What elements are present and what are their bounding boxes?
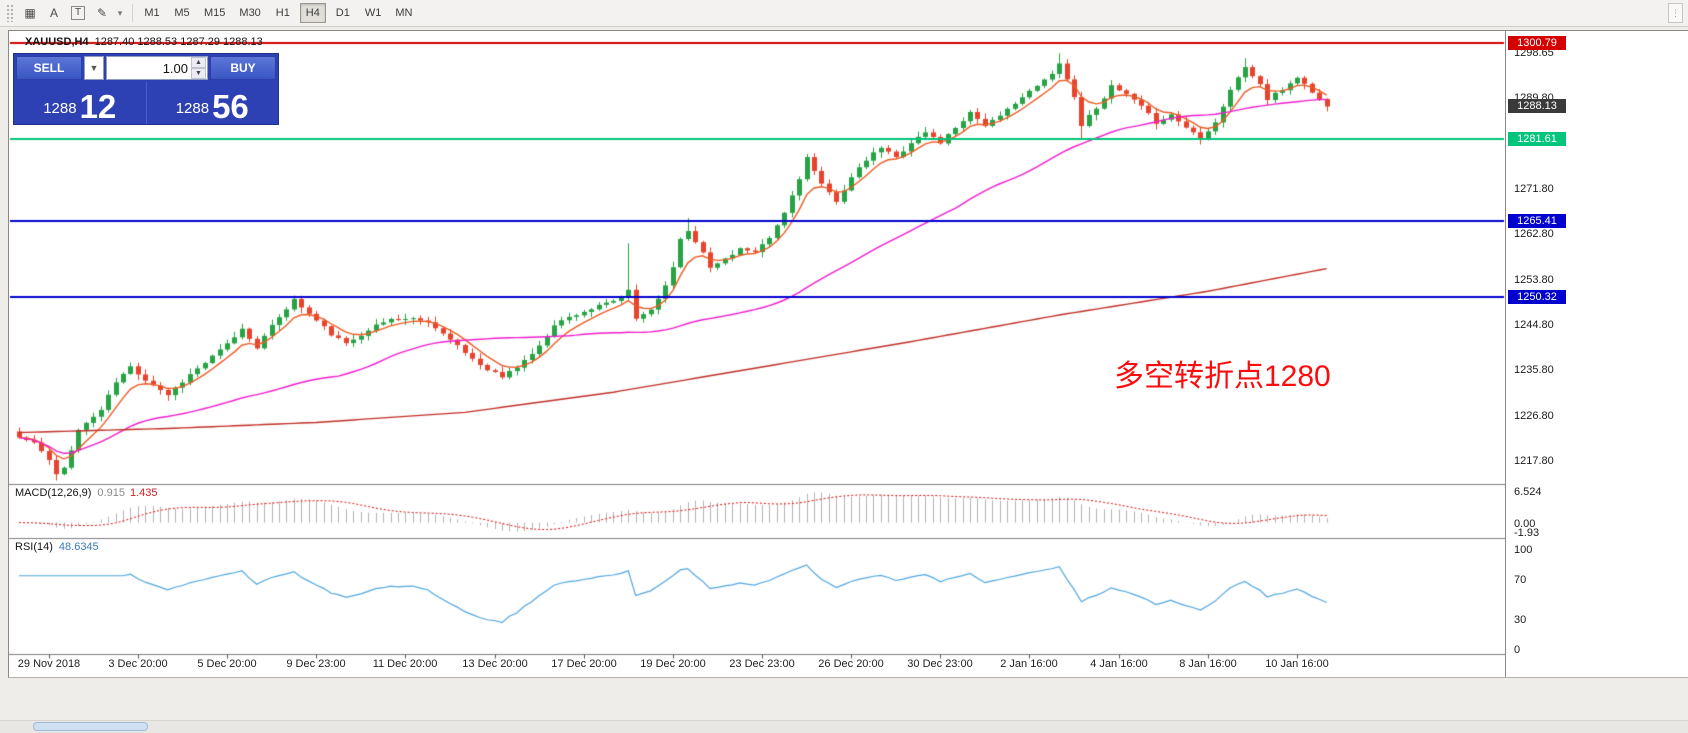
timeframe-d1-button[interactable]: D1 — [330, 3, 356, 23]
rsi-axis-label: 0 — [1514, 644, 1521, 656]
price-axis-label: 1217.80 — [1514, 455, 1554, 467]
symbol-ohlc-header: XAUUSD,H4 1287.40 1288.53 1287.29 1288.13 — [25, 36, 263, 48]
rsi-label: RSI(14) — [15, 541, 53, 553]
time-axis[interactable]: 29 Nov 2018 3 Dec 20:00 5 Dec 20:00 9 Dec 2… — [9, 658, 1505, 677]
timeframe-m1-button[interactable]: M1 — [139, 3, 165, 23]
time-axis-label: 13 Dec 20:00 — [462, 658, 528, 670]
price-level-badge: 1250.32 — [1508, 290, 1566, 304]
buy-price[interactable]: 1288 56 — [145, 82, 279, 125]
time-axis-label: 9 Dec 23:00 — [286, 658, 346, 670]
trade-panel-prices: 1288 12 1288 56 — [14, 82, 278, 124]
lot-spinner: ▲ ▼ — [191, 57, 206, 79]
price-axis-label: 1253.80 — [1514, 274, 1554, 286]
cursor-tool-icon: A — [49, 6, 58, 20]
toolbar-separator — [132, 4, 133, 22]
timeframe-bar: M1 M5 M15 M30 H1 H4 D1 W1 MN — [139, 3, 417, 23]
chart-grid-icon[interactable]: ▦ — [18, 2, 42, 24]
chevron-down-icon: ▾ — [117, 7, 123, 18]
time-axis-label: 19 Dec 20:00 — [640, 658, 706, 670]
timeframe-m5-button[interactable]: M5 — [169, 3, 195, 23]
toolbar-grip — [6, 4, 14, 22]
buy-button[interactable]: BUY — [210, 56, 276, 80]
macd-header: MACD(12,26,9) 0.915 1.435 — [15, 487, 157, 499]
timeframe-m15-button[interactable]: M15 — [199, 3, 230, 23]
sell-price[interactable]: 1288 12 — [14, 82, 146, 124]
macd-main-value: 0.915 — [97, 487, 125, 499]
time-axis-label: 8 Jan 16:00 — [1179, 658, 1237, 670]
macd-axis-label: 0.00 — [1514, 518, 1536, 530]
horizontal-scrollbar-thumb[interactable] — [33, 722, 148, 731]
price-axis-label: 1262.80 — [1514, 228, 1554, 240]
main-toolbar: ▦ A T ✎ ▾ M1 M5 M15 M30 H1 H4 D1 W1 MN ⋮ — [0, 0, 1688, 27]
rsi-header: RSI(14) 48.6345 — [15, 541, 99, 553]
price-axis-label: 1226.80 — [1514, 410, 1554, 422]
rsi-axis-label: 70 — [1514, 574, 1527, 586]
rsi-value: 48.6345 — [58, 541, 99, 553]
lot-size-field[interactable]: 1.00 ▲ ▼ — [106, 56, 208, 80]
macd-axis-label: 6.524 — [1514, 486, 1542, 498]
symbol-name: XAUUSD,H4 — [25, 36, 89, 48]
time-axis-label: 3 Dec 20:00 — [108, 658, 168, 670]
time-axis-label: 4 Jan 16:00 — [1090, 658, 1148, 670]
text-tool-icon: T — [70, 6, 86, 20]
price-level-badge: 1265.41 — [1508, 214, 1566, 228]
time-axis-label: 2 Jan 16:00 — [1000, 658, 1058, 670]
price-axis-label: 1244.80 — [1514, 319, 1554, 331]
macd-axis-label: -1.93 — [1514, 527, 1540, 539]
macd-signal-value: 1.435 — [129, 487, 158, 499]
buy-price-main: 1288 — [175, 100, 210, 117]
lot-size-value: 1.00 — [162, 60, 188, 76]
horizontal-scrollbar-track[interactable] — [0, 720, 1688, 733]
chart-area[interactable] — [9, 31, 1505, 677]
chart-grid-icon: ▦ — [24, 6, 36, 20]
lot-decrease-button[interactable]: ▼ — [191, 68, 206, 79]
timeframe-m30-button[interactable]: M30 — [234, 3, 265, 23]
docked-toolbar-handle[interactable]: ⋮ — [1668, 3, 1683, 23]
drawing-tools-icon: ✎ — [96, 6, 108, 20]
sell-price-pips: 12 — [79, 87, 117, 125]
time-axis-label: 11 Dec 20:00 — [372, 658, 438, 670]
trade-panel-controls: SELL ▼ 1.00 ▲ ▼ BUY — [14, 54, 278, 82]
cursor-tool-icon[interactable]: A — [42, 2, 66, 24]
one-click-trading-panel: SELL ▼ 1.00 ▲ ▼ BUY 1288 12 1288 56 — [13, 53, 279, 125]
macd-label: MACD(12,26,9) — [15, 487, 92, 499]
chevron-down-icon[interactable]: ▾ — [114, 2, 126, 24]
drawing-tools-icon[interactable]: ✎ — [90, 2, 114, 24]
time-axis-label: 23 Dec 23:00 — [729, 658, 795, 670]
rsi-axis-label: 100 — [1514, 544, 1533, 556]
time-axis-label: 29 Nov 2018 — [17, 658, 81, 670]
price-axis[interactable]: 1298.65 1289.80 1271.80 1262.80 1253.80 1244.… — [1505, 31, 1688, 677]
price-axis-label: 1235.80 — [1514, 364, 1554, 376]
time-axis-label: 26 Dec 20:00 — [818, 658, 884, 670]
timeframe-w1-button[interactable]: W1 — [360, 3, 387, 23]
rsi-axis-label: 30 — [1514, 614, 1527, 626]
current-price-badge: 1288.13 — [1508, 99, 1566, 113]
sell-price-main: 1288 — [43, 100, 77, 117]
time-axis-label: 5 Dec 20:00 — [197, 658, 257, 670]
chart-window: XAUUSD,H4 1287.40 1288.53 1287.29 1288.13… — [8, 30, 1688, 678]
buy-price-pips: 56 — [212, 87, 249, 125]
time-axis-label: 10 Jan 16:00 — [1265, 658, 1329, 670]
timeframe-h1-button[interactable]: H1 — [270, 3, 296, 23]
timeframe-mn-button[interactable]: MN — [390, 3, 417, 23]
price-axis-label: 1298.65 — [1514, 47, 1554, 59]
toolbar-tools: ▦ A T ✎ ▾ — [18, 2, 126, 24]
time-axis-label: 30 Dec 23:00 — [907, 658, 973, 670]
price-level-badge: 1281.61 — [1508, 132, 1566, 146]
timeframe-h4-button[interactable]: H4 — [299, 3, 326, 23]
price-axis-label: 1271.80 — [1514, 183, 1554, 195]
time-axis-label: 17 Dec 20:00 — [551, 658, 617, 670]
chart-annotation-text: 多空转折点1280 — [1114, 360, 1331, 393]
ohlc-values: 1287.40 1288.53 1287.29 1288.13 — [94, 36, 263, 48]
text-tool-icon[interactable]: T — [66, 2, 90, 24]
lot-dropdown-button[interactable]: ▼ — [84, 56, 104, 80]
sell-button[interactable]: SELL — [16, 56, 82, 80]
lot-increase-button[interactable]: ▲ — [191, 57, 206, 68]
chevron-down-icon: ▼ — [89, 63, 99, 73]
price-level-badge: 1300.79 — [1508, 36, 1566, 50]
